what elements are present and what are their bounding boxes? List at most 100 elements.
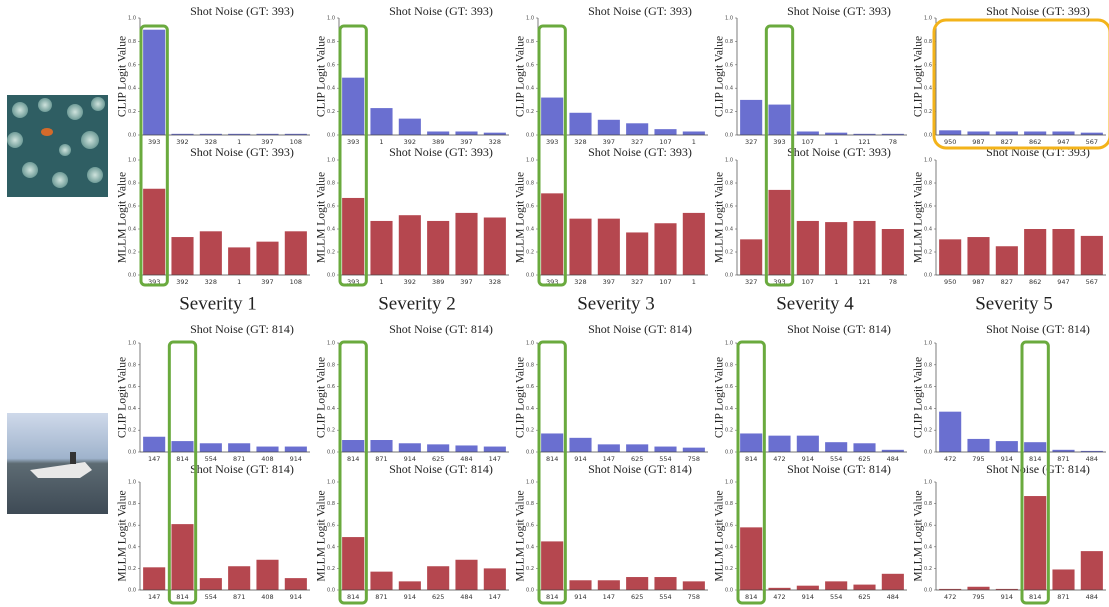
bar (797, 221, 819, 275)
y-tick-label: 0.2 (725, 428, 733, 434)
bar (342, 537, 364, 590)
y-axis-label: CLIP Logit Value (913, 357, 925, 438)
x-tick-label: 107 (802, 278, 814, 286)
x-tick-label: 814 (546, 455, 558, 463)
y-tick-label: 0.6 (725, 62, 733, 68)
bar (569, 438, 591, 452)
bar (455, 445, 477, 452)
y-axis-label: CLIP Logit Value (316, 357, 328, 438)
y-tick-label: 0.6 (128, 384, 136, 390)
y-tick-label: 1.0 (526, 16, 534, 22)
y-tick-label: 0.0 (327, 450, 335, 456)
x-tick-label: 554 (830, 593, 842, 601)
bar (569, 219, 591, 275)
bar (967, 439, 989, 452)
x-tick-label: 1 (692, 278, 696, 286)
bar (1052, 131, 1074, 135)
x-tick-label: 327 (631, 278, 643, 286)
bar (740, 100, 762, 135)
y-tick-label: 0.0 (924, 133, 932, 139)
bar (370, 572, 392, 590)
x-tick-label: 78 (889, 278, 897, 286)
x-tick-label: 871 (1057, 593, 1069, 601)
bar (200, 231, 222, 275)
bar (484, 568, 506, 590)
bar (768, 190, 790, 275)
y-tick-label: 0.8 (924, 501, 932, 507)
bar (797, 131, 819, 135)
y-tick-label: 0.2 (924, 250, 932, 256)
x-tick-label: 862 (1029, 278, 1041, 286)
bar (825, 581, 847, 590)
y-tick-label: 0.2 (327, 109, 335, 115)
bar (541, 541, 563, 590)
bar (143, 437, 165, 452)
bar (171, 441, 193, 452)
bar (370, 108, 392, 135)
x-tick-label: 392 (176, 278, 188, 286)
y-tick-label: 1.0 (924, 158, 932, 164)
y-axis-label: CLIP Logit Value (515, 36, 527, 117)
y-tick-label: 0.0 (924, 588, 932, 594)
y-tick-label: 0.8 (128, 501, 136, 507)
y-tick-label: 0.0 (128, 273, 136, 279)
y-tick-label: 0.6 (725, 204, 733, 210)
x-tick-label: 392 (404, 278, 416, 286)
chart-title: Shot Noise (GT: 814) (190, 462, 294, 476)
x-tick-label: 1 (237, 278, 241, 286)
y-tick-label: 0.6 (526, 523, 534, 529)
y-tick-label: 0.8 (924, 362, 932, 368)
y-tick-label: 0.2 (128, 428, 136, 434)
bar (683, 213, 705, 275)
chart-title: Shot Noise (GT: 393) (787, 4, 891, 18)
y-axis-label: CLIP Logit Value (913, 36, 925, 117)
x-tick-label: 328 (205, 278, 217, 286)
y-tick-label: 0.4 (924, 544, 932, 550)
x-tick-label: 328 (574, 138, 586, 146)
y-tick-label: 0.8 (526, 39, 534, 45)
y-tick-label: 0.8 (924, 39, 932, 45)
y-axis-label: CLIP Logit Value (714, 36, 726, 117)
bar (455, 213, 477, 275)
image-fish (7, 95, 108, 197)
bar (455, 131, 477, 135)
x-tick-label: 393 (148, 138, 160, 146)
bar (654, 577, 676, 590)
bar (626, 232, 648, 275)
x-tick-label: 625 (858, 593, 870, 601)
y-tick-label: 0.8 (725, 501, 733, 507)
bar (996, 441, 1018, 452)
bar (256, 560, 278, 590)
x-tick-label: 814 (546, 593, 558, 601)
x-tick-label: 1 (379, 278, 383, 286)
severity-label: Severity 3 (577, 293, 655, 314)
y-tick-label: 0.8 (128, 362, 136, 368)
bar (484, 218, 506, 276)
y-tick-label: 0.0 (526, 133, 534, 139)
bar (1081, 551, 1103, 590)
figure: Severity 1Severity 2Severity 3Severity 4… (0, 0, 1109, 607)
y-axis-label: CLIP Logit Value (117, 36, 129, 117)
y-tick-label: 0.6 (725, 384, 733, 390)
bar (797, 586, 819, 590)
bar (427, 444, 449, 452)
y-tick-label: 0.2 (526, 109, 534, 115)
chart-title: Shot Noise (GT: 393) (190, 4, 294, 18)
bar (1024, 442, 1046, 452)
x-tick-label: 472 (944, 593, 956, 601)
bar (1024, 229, 1046, 275)
bar (598, 120, 620, 135)
y-tick-label: 0.4 (128, 86, 136, 92)
y-tick-label: 0.4 (924, 227, 932, 233)
y-tick-label: 1.0 (924, 16, 932, 22)
x-tick-label: 814 (1029, 593, 1041, 601)
x-tick-label: 814 (347, 455, 359, 463)
bar (654, 447, 676, 452)
severity-label: Severity 2 (378, 293, 456, 314)
y-axis-label: MLLM Logit Value (913, 172, 925, 263)
y-tick-label: 1.0 (725, 480, 733, 486)
y-tick-label: 0.8 (327, 362, 335, 368)
bar (598, 580, 620, 590)
y-axis-label: CLIP Logit Value (316, 36, 328, 117)
y-tick-label: 0.0 (924, 450, 932, 456)
